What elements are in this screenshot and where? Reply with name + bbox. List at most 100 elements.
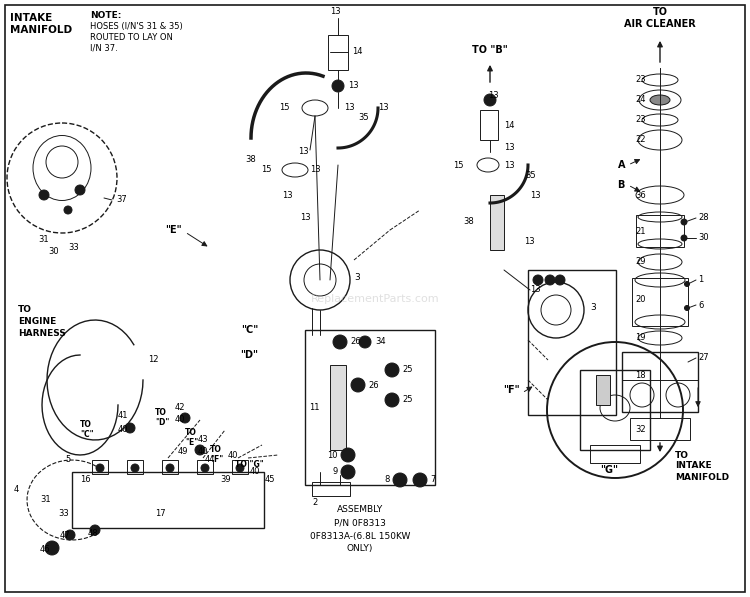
Text: 5: 5 xyxy=(65,456,70,464)
Text: "E": "E" xyxy=(165,225,182,235)
Text: AIR CLEANER: AIR CLEANER xyxy=(624,19,696,29)
Text: 17: 17 xyxy=(155,509,166,519)
Bar xyxy=(636,215,684,247)
Text: 25: 25 xyxy=(402,365,412,374)
Text: 0F8313A-(6.8L 150KW: 0F8313A-(6.8L 150KW xyxy=(310,531,410,540)
Text: 13: 13 xyxy=(530,285,541,294)
Circle shape xyxy=(45,541,59,555)
Text: 3: 3 xyxy=(354,273,360,282)
Text: "D": "D" xyxy=(240,350,258,360)
Text: 14: 14 xyxy=(504,121,515,130)
Bar xyxy=(630,418,690,440)
Text: 13: 13 xyxy=(378,103,388,112)
Text: 13: 13 xyxy=(298,147,309,156)
Text: 28: 28 xyxy=(698,214,709,223)
Text: 13: 13 xyxy=(310,165,321,174)
Text: 4: 4 xyxy=(14,485,20,494)
Text: "G": "G" xyxy=(600,465,618,475)
Text: 15: 15 xyxy=(280,103,290,112)
Circle shape xyxy=(180,413,190,423)
Bar xyxy=(490,195,504,250)
Text: 48: 48 xyxy=(88,528,99,537)
Circle shape xyxy=(685,306,689,310)
Circle shape xyxy=(125,423,135,433)
Text: 13: 13 xyxy=(344,103,355,112)
Text: 39: 39 xyxy=(220,475,231,485)
Text: TO: TO xyxy=(675,451,689,460)
Text: 30: 30 xyxy=(698,233,709,242)
Text: 49: 49 xyxy=(178,448,188,457)
Text: 18: 18 xyxy=(635,371,646,380)
Text: 40: 40 xyxy=(118,426,128,435)
Text: P/N 0F8313: P/N 0F8313 xyxy=(334,519,386,528)
Text: 13: 13 xyxy=(300,214,310,223)
Text: 13: 13 xyxy=(504,161,515,170)
Text: TO
"D": TO "D" xyxy=(155,408,170,427)
Circle shape xyxy=(333,335,347,349)
Text: 24: 24 xyxy=(635,96,646,104)
Text: B: B xyxy=(618,180,625,190)
Text: INTAKE: INTAKE xyxy=(10,13,53,23)
Text: 13: 13 xyxy=(348,82,358,91)
Text: 44: 44 xyxy=(205,456,215,464)
Text: 13: 13 xyxy=(524,238,535,247)
Text: 3: 3 xyxy=(590,303,596,312)
Bar xyxy=(590,445,640,463)
Text: 25: 25 xyxy=(402,395,412,405)
Circle shape xyxy=(131,464,139,472)
Text: 47: 47 xyxy=(60,531,70,540)
Circle shape xyxy=(90,525,100,535)
Text: 14: 14 xyxy=(352,48,362,57)
Text: 40: 40 xyxy=(228,451,238,460)
Text: 13: 13 xyxy=(530,190,541,199)
Circle shape xyxy=(533,275,543,285)
Text: 1: 1 xyxy=(698,275,703,285)
Circle shape xyxy=(681,219,687,225)
Text: 13: 13 xyxy=(282,192,292,201)
Text: 40: 40 xyxy=(175,416,185,424)
Text: ASSEMBLY: ASSEMBLY xyxy=(337,506,383,515)
Circle shape xyxy=(351,378,365,392)
Text: 9: 9 xyxy=(333,467,338,476)
Circle shape xyxy=(96,464,104,472)
Circle shape xyxy=(332,80,344,92)
Text: ENGINE: ENGINE xyxy=(18,318,56,327)
Text: 33: 33 xyxy=(68,244,79,253)
Text: 12: 12 xyxy=(148,355,158,365)
Text: 45: 45 xyxy=(265,475,275,485)
Circle shape xyxy=(685,282,689,287)
Bar xyxy=(596,375,610,405)
Text: MANIFOLD: MANIFOLD xyxy=(675,472,729,482)
Text: HOSES (I/N'S 31 & 35): HOSES (I/N'S 31 & 35) xyxy=(90,21,183,30)
Text: 35: 35 xyxy=(358,113,369,122)
Circle shape xyxy=(64,206,72,214)
Bar xyxy=(480,110,498,140)
Text: A: A xyxy=(617,160,625,170)
Text: HARNESS: HARNESS xyxy=(18,330,66,338)
Circle shape xyxy=(545,275,555,285)
Text: TO "G": TO "G" xyxy=(235,460,264,469)
Text: 31: 31 xyxy=(38,235,49,245)
Text: 20: 20 xyxy=(635,296,646,304)
Text: TO: TO xyxy=(18,306,32,315)
Text: TO: TO xyxy=(652,7,668,17)
Circle shape xyxy=(236,464,244,472)
Text: 16: 16 xyxy=(80,475,91,485)
Circle shape xyxy=(484,94,496,106)
Text: 15: 15 xyxy=(454,161,464,170)
Bar xyxy=(528,270,616,415)
Circle shape xyxy=(385,363,399,377)
Text: ROUTED TO LAY ON: ROUTED TO LAY ON xyxy=(90,32,172,42)
Text: 19: 19 xyxy=(635,334,646,343)
Bar xyxy=(328,35,348,70)
Text: 31: 31 xyxy=(40,496,51,504)
Text: ONLY): ONLY) xyxy=(346,544,374,553)
Text: 35: 35 xyxy=(525,171,536,180)
Text: 11: 11 xyxy=(310,404,320,413)
Bar xyxy=(622,352,698,412)
Text: 38: 38 xyxy=(464,217,474,226)
Text: "C": "C" xyxy=(241,325,258,335)
Text: 21: 21 xyxy=(635,226,646,235)
Bar xyxy=(580,370,650,450)
Text: 26: 26 xyxy=(368,380,379,389)
